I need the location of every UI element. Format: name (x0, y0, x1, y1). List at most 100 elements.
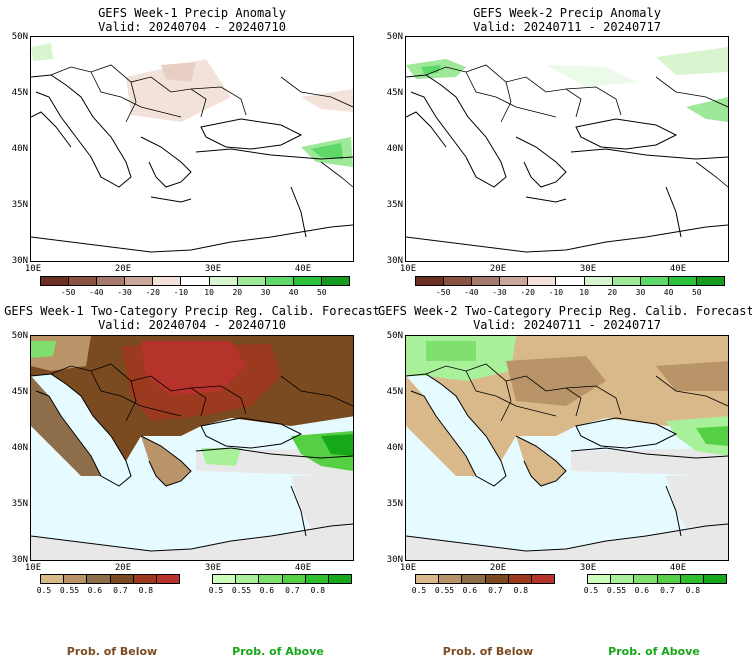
panel3-map-svg (31, 336, 353, 560)
colorbar-label: 0.5 (208, 586, 224, 595)
colorbar-swatch (209, 277, 238, 285)
colorbar-swatch (181, 277, 210, 285)
colorbar-swatch (528, 277, 557, 285)
colorbar-swatch (500, 277, 529, 285)
colorbar-swatch (640, 277, 669, 285)
colorbar-swatch (305, 575, 329, 583)
colorbar-swatch (265, 277, 294, 285)
panel3-lat-label: 45N (11, 387, 28, 397)
colorbar-swatch (556, 277, 585, 285)
panel4-title: GEFS Week-2 Two-Category Precip Reg. Cal… (378, 304, 752, 318)
colorbar-swatch (97, 277, 126, 285)
colorbar-label: -20 (520, 288, 535, 297)
colorbar-label: 0.8 (138, 586, 154, 595)
panel1-lon-label: 30E (204, 264, 222, 274)
colorbar-label: -40 (464, 288, 479, 297)
legend-below-title: Prob. of Below (66, 645, 158, 658)
colorbar-swatch (293, 277, 322, 285)
colorbar-swatch (703, 575, 727, 583)
colorbar-label: -20 (145, 288, 160, 297)
colorbar-swatch (508, 575, 532, 583)
panel4-borders (425, 363, 728, 422)
panel3-below-colorbar (40, 574, 180, 584)
colorbar-label: 0.7 (113, 586, 128, 595)
colorbar-label: 10 (204, 288, 214, 297)
panel2-lat-label: 50N (386, 32, 403, 42)
panel3-lon-label: 10E (24, 563, 42, 573)
colorbar-swatch (416, 277, 445, 285)
colorbar-label: 40 (288, 288, 299, 297)
colorbar-label: 0.7 (285, 586, 300, 595)
panel3-lon-label: 20E (114, 563, 132, 573)
panel1-lon-label: 40E (294, 264, 312, 274)
legend-below-title-2: Prob. of Below (442, 645, 534, 658)
panel3-lat-label: 50N (11, 331, 28, 341)
colorbar-swatch (439, 575, 463, 583)
colorbar-label: -30 (492, 288, 507, 297)
colorbar-label: 10 (579, 288, 589, 297)
panel3-lat-label: 30N (11, 555, 28, 565)
colorbar-swatch (153, 277, 182, 285)
colorbar-swatch (668, 277, 697, 285)
colorbar-label: 0.6 (87, 586, 103, 595)
panel2-map-svg (406, 47, 728, 253)
colorbar-label: 0.8 (310, 586, 326, 595)
colorbar-swatch (282, 575, 306, 583)
panel2-anomaly-fills (406, 47, 728, 122)
colorbar-swatch (236, 575, 260, 583)
colorbar-swatch (321, 277, 350, 285)
colorbar-swatch (584, 277, 613, 285)
panel1-map-svg (31, 43, 353, 253)
colorbar-label: 0.6 (462, 586, 478, 595)
colorbar-swatch (634, 575, 658, 583)
panel4-coastlines (406, 373, 728, 552)
colorbar-swatch (64, 575, 88, 583)
colorbar-label: -50 (60, 288, 76, 297)
colorbar-label: 50 (316, 288, 327, 297)
colorbar-swatch (69, 277, 98, 285)
colorbar-swatch (237, 277, 266, 285)
panel4-land-fills (406, 336, 728, 560)
colorbar-swatch (41, 575, 65, 583)
panel3-lon-label: 40E (294, 563, 312, 573)
panel2-coastlines (406, 74, 728, 253)
panel1-map (30, 36, 354, 262)
panel4-lat-label: 30N (386, 555, 403, 565)
panel3-lon-label: 30E (204, 563, 222, 573)
colorbar-swatch (462, 575, 486, 583)
colorbar-label: 0.5 (36, 586, 52, 595)
panel1-anomaly-colorbar (40, 276, 350, 286)
colorbar-label: 0.6 (634, 586, 650, 595)
panel2-lat-label: 35N (386, 200, 403, 210)
panel3-coastlines (31, 373, 353, 552)
colorbar-swatch (328, 575, 352, 583)
colorbar-label: 0.5 (411, 586, 427, 595)
colorbar-swatch (259, 575, 283, 583)
panel4-above-colorbar (587, 574, 727, 584)
legend-above-title-2: Prob. of Above (608, 645, 700, 658)
colorbar-label: -30 (117, 288, 132, 297)
panel1-lat-label: 30N (11, 256, 28, 266)
colorbar-swatch (531, 575, 555, 583)
panel4-lat-label: 40N (386, 443, 403, 453)
panel1-lat-label: 45N (11, 88, 28, 98)
colorbar-label: 0.8 (685, 586, 701, 595)
panel3-land-fills (31, 336, 353, 560)
colorbar-label: 0.7 (660, 586, 675, 595)
legend-above-title: Prob. of Above (232, 645, 324, 658)
panel2-lon-label: 40E (669, 264, 687, 274)
colorbar-label: 40 (663, 288, 674, 297)
colorbar-label: 30 (635, 288, 646, 297)
panel1-lat-label: 50N (11, 32, 28, 42)
colorbar-label: 0.7 (488, 586, 503, 595)
panel1-borders (50, 64, 353, 188)
panel1-valid: Valid: 20240704 - 20240710 (98, 20, 286, 34)
panel4-lon-label: 10E (399, 563, 417, 573)
colorbar-label: 0.5 (583, 586, 599, 595)
colorbar-swatch (87, 575, 111, 583)
panel4-lat-label: 45N (386, 387, 403, 397)
colorbar-swatch (41, 277, 70, 285)
panel2-lon-label: 10E (399, 264, 417, 274)
panel2-map (405, 36, 729, 262)
colorbar-swatch (444, 277, 473, 285)
